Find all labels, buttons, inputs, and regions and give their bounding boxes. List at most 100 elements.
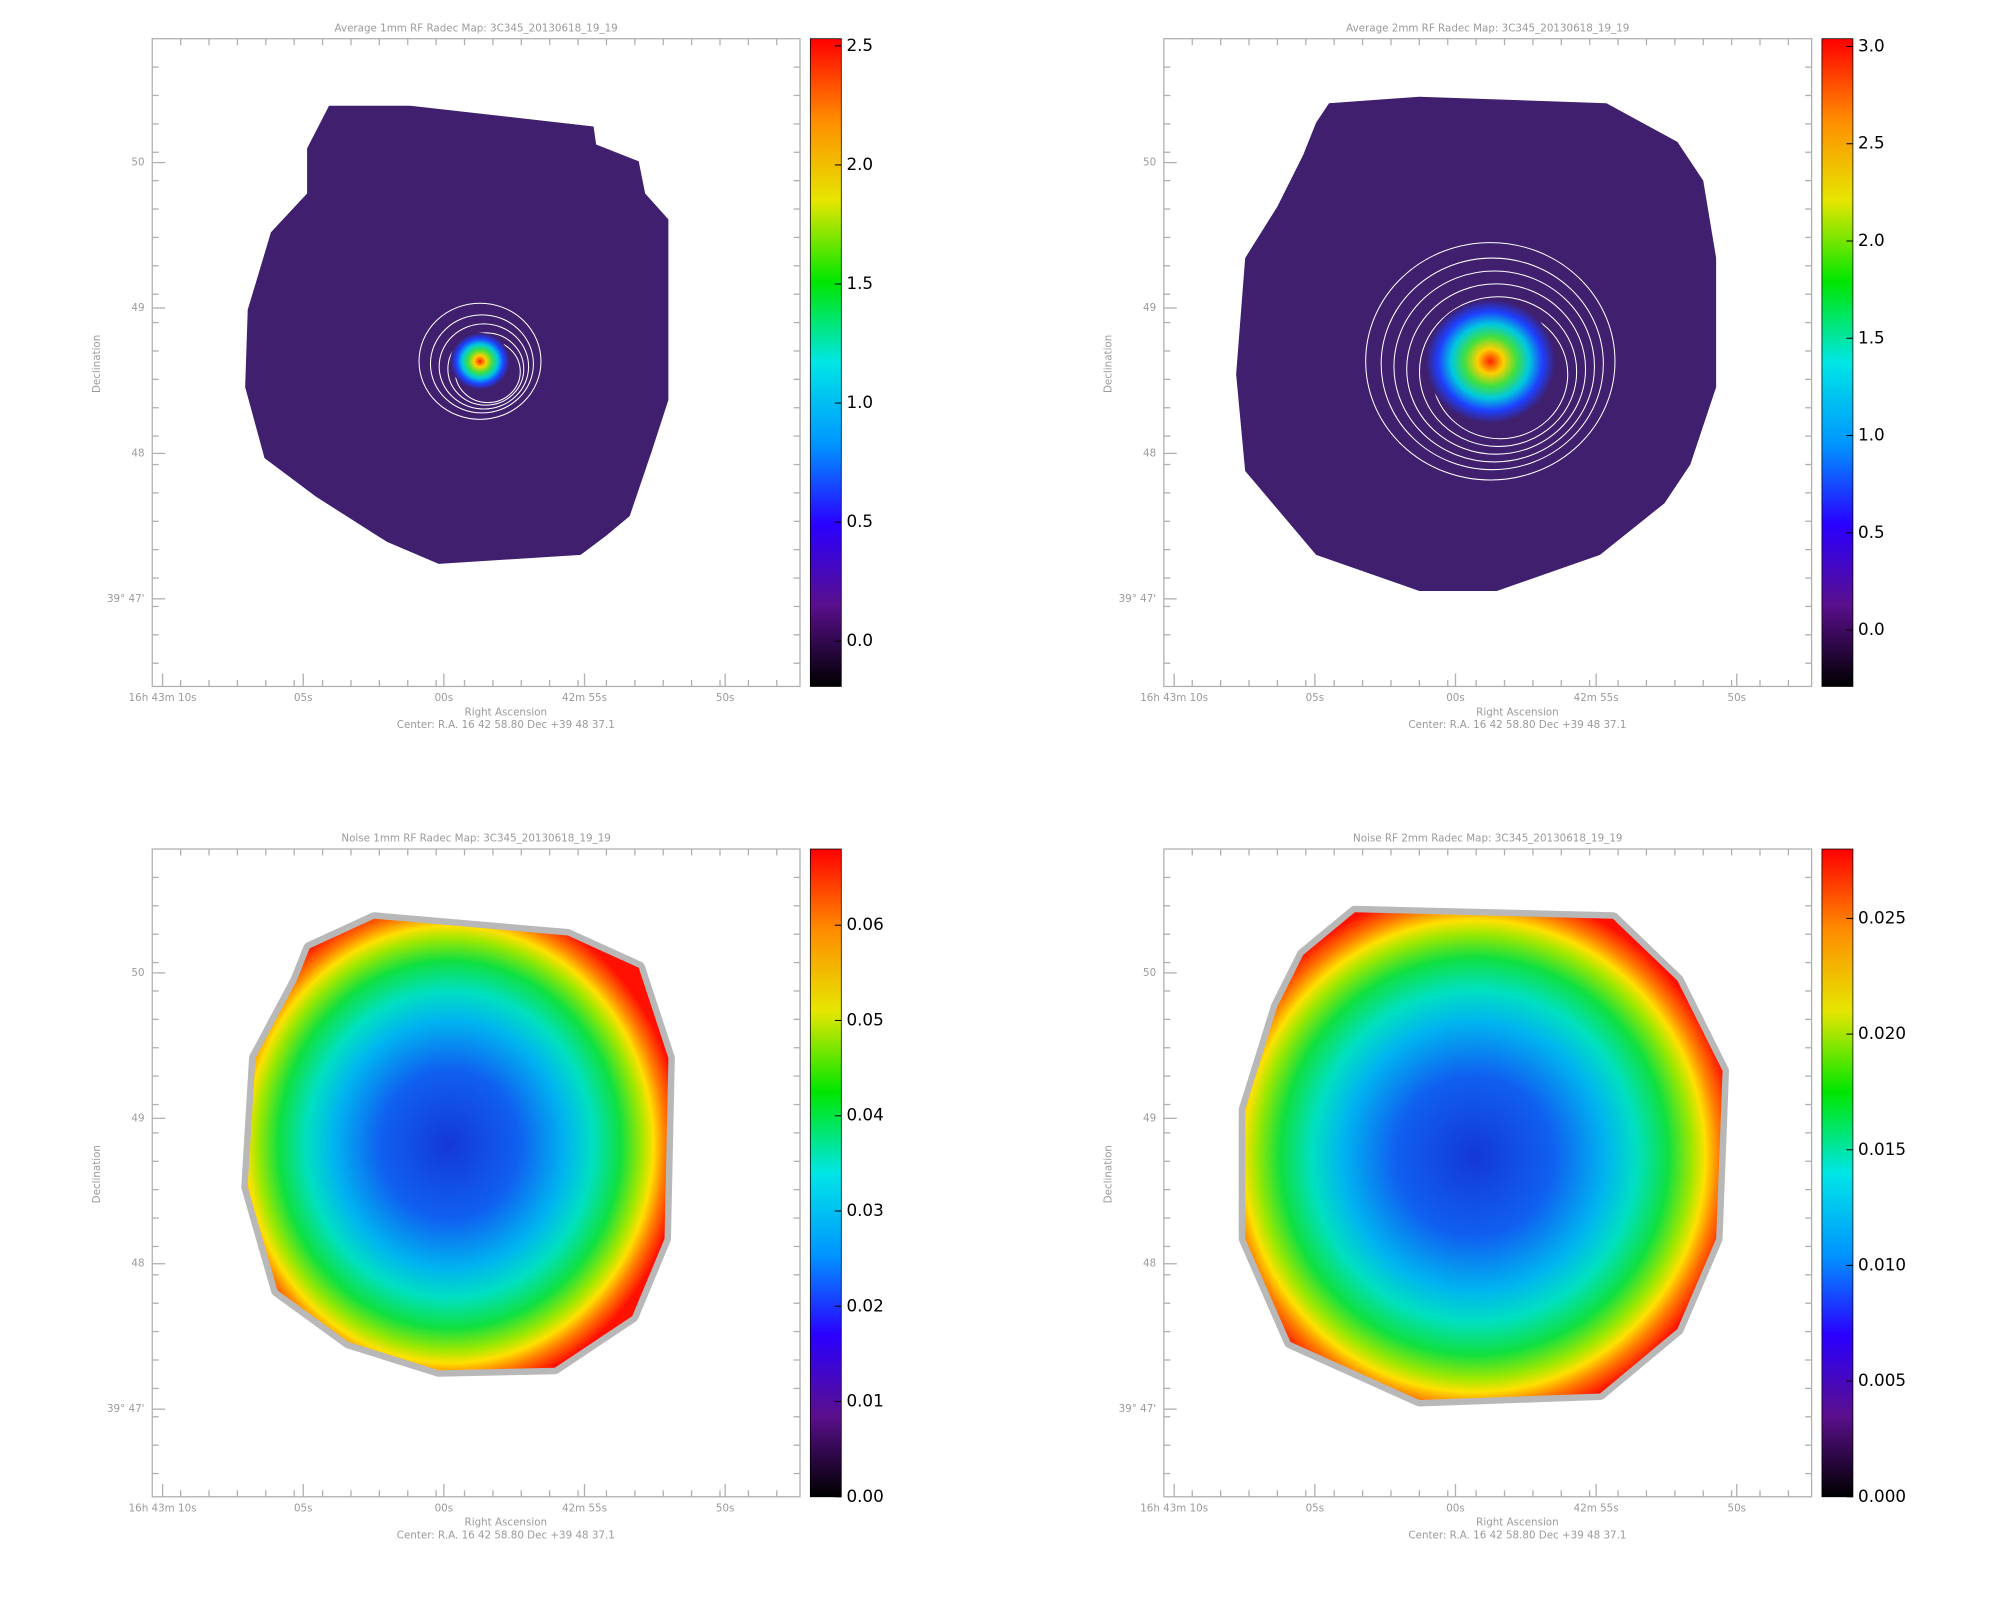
y-tick-label: 50 (1143, 157, 1156, 169)
colorbar-tick-label: 2.5 (846, 35, 873, 55)
x-axis-title: Right Ascension (1476, 1517, 1559, 1529)
colorbar-tick-label: 0.015 (1858, 1139, 1906, 1159)
colorbar (1821, 38, 1854, 687)
colorbar-tick-label: 2.5 (1858, 133, 1885, 153)
y-axis-title: Declination (91, 335, 103, 393)
x-axis-title: Right Ascension (465, 1517, 548, 1529)
plot-frame (1163, 38, 1813, 688)
x-axis-title: Right Ascension (1476, 706, 1559, 718)
x-tick-label: 16h 43m 10s (1140, 692, 1208, 704)
colorbar-tick-label: 2.0 (846, 154, 873, 174)
x-tick-label: 42m 55s (1574, 692, 1619, 704)
panel: Average 2mm RF Radec Map: 3C345_20130618… (1102, 22, 1884, 731)
colorbar-tick-label: 0.04 (846, 1105, 883, 1125)
colorbar (809, 38, 842, 687)
colorbar-tick-label: 0.05 (846, 1009, 883, 1029)
colorbar-tick-label: 0.5 (1858, 522, 1885, 542)
y-tick-label: 49 (131, 302, 144, 314)
colorbar-tick-label: 0.02 (846, 1295, 883, 1315)
center-note: Center: R.A. 16 42 58.80 Dec +39 48 37.1 (1408, 719, 1626, 731)
plot-frame (151, 38, 801, 688)
center-note: Center: R.A. 16 42 58.80 Dec +39 48 37.1 (1408, 1529, 1626, 1541)
y-tick-label: 48 (131, 1258, 144, 1270)
x-tick-label: 00s (1446, 1502, 1464, 1514)
colorbar-tick-label: 1.0 (846, 392, 873, 412)
map-footprint (247, 918, 669, 1371)
colorbar-tick-label: 0.025 (1858, 907, 1906, 927)
y-tick-label: 49 (1143, 302, 1156, 314)
y-tick-label: 39° 47' (1119, 593, 1157, 605)
y-tick-label: 48 (1143, 1258, 1156, 1270)
colorbar-tick-label: 0.5 (846, 511, 873, 531)
y-tick-label: 49 (131, 1112, 144, 1124)
x-tick-label: 05s (1306, 692, 1324, 704)
contour (438, 323, 530, 410)
panel-title: Noise 1mm RF Radec Map: 3C345_20130618_1… (341, 833, 610, 845)
colorbar-tick-label: 1.5 (1858, 327, 1885, 347)
colorbar-tick-label: 0.005 (1858, 1370, 1906, 1390)
y-axis-title: Declination (1102, 335, 1114, 393)
colorbar-tick-label: 0.01 (846, 1391, 883, 1411)
map-footprint (245, 105, 669, 564)
y-tick-label: 39° 47' (107, 593, 145, 605)
colorbar-tick-label: 1.5 (846, 273, 873, 293)
colorbar (809, 848, 842, 1498)
contour (418, 302, 542, 420)
panel-title: Average 2mm RF Radec Map: 3C345_20130618… (1346, 22, 1629, 34)
y-tick-label: 50 (131, 967, 144, 979)
x-tick-label: 00s (435, 1502, 454, 1514)
colorbar (1821, 848, 1854, 1498)
plot-frame (151, 848, 801, 1498)
x-tick-label: 00s (1446, 692, 1464, 704)
colorbar-tick-label: 0.06 (846, 914, 883, 934)
y-tick-label: 50 (1143, 967, 1156, 979)
panel-title: Noise RF 2mm Radec Map: 3C345_20130618_1… (1353, 833, 1622, 845)
x-tick-label: 50s (1728, 692, 1746, 704)
colorbar-tick-label: 0.0 (1858, 619, 1885, 639)
x-tick-label: 42m 55s (562, 692, 607, 704)
x-tick-label: 05s (1306, 1502, 1324, 1514)
contour (1418, 296, 1578, 447)
x-tick-label: 16h 43m 10s (1140, 1502, 1208, 1514)
center-note: Center: R.A. 16 42 58.80 Dec +39 48 37.1 (397, 719, 615, 731)
colorbar-tick-label: 0.03 (846, 1200, 883, 1220)
contour (429, 314, 534, 414)
colorbar-tick-label: 0.000 (1858, 1486, 1906, 1506)
contour (1380, 257, 1604, 471)
x-tick-label: 16h 43m 10s (129, 1502, 197, 1514)
source (450, 332, 510, 390)
x-tick-label: 05s (294, 692, 313, 704)
x-tick-label: 00s (435, 692, 454, 704)
contour (1393, 270, 1595, 463)
x-tick-label: 50s (716, 692, 735, 704)
x-tick-label: 16h 43m 10s (129, 692, 197, 704)
plot-frame (1163, 848, 1813, 1498)
panel-title: Average 1mm RF Radec Map: 3C345_20130618… (335, 22, 618, 34)
y-axis-title: Declination (91, 1145, 103, 1203)
colorbar-tick-label: 2.0 (1858, 230, 1885, 250)
y-tick-label: 48 (1143, 447, 1156, 459)
y-tick-label: 39° 47' (107, 1403, 145, 1415)
panel: Noise RF 2mm Radec Map: 3C345_20130618_1… (1102, 833, 1906, 1542)
source (1425, 299, 1556, 424)
colorbar-tick-label: 0.010 (1858, 1254, 1906, 1274)
y-axis-title: Declination (1102, 1145, 1114, 1203)
contour (447, 332, 525, 406)
colorbar-tick-label: 3.0 (1858, 35, 1885, 55)
contour (1406, 283, 1587, 455)
map-footprint (1245, 912, 1723, 1400)
colorbar-tick-label: 1.0 (1858, 425, 1885, 445)
contour (1365, 242, 1616, 481)
y-tick-label: 48 (131, 447, 144, 459)
y-tick-label: 49 (1143, 1112, 1156, 1124)
x-tick-label: 42m 55s (562, 1502, 607, 1514)
x-tick-label: 50s (716, 1502, 735, 1514)
x-tick-label: 05s (294, 1502, 313, 1514)
colorbar-tick-label: 0.00 (846, 1486, 883, 1506)
x-axis-title: Right Ascension (465, 706, 548, 718)
y-tick-label: 39° 47' (1119, 1403, 1157, 1415)
y-tick-label: 50 (131, 157, 144, 169)
panel: Noise 1mm RF Radec Map: 3C345_20130618_1… (91, 833, 884, 1542)
